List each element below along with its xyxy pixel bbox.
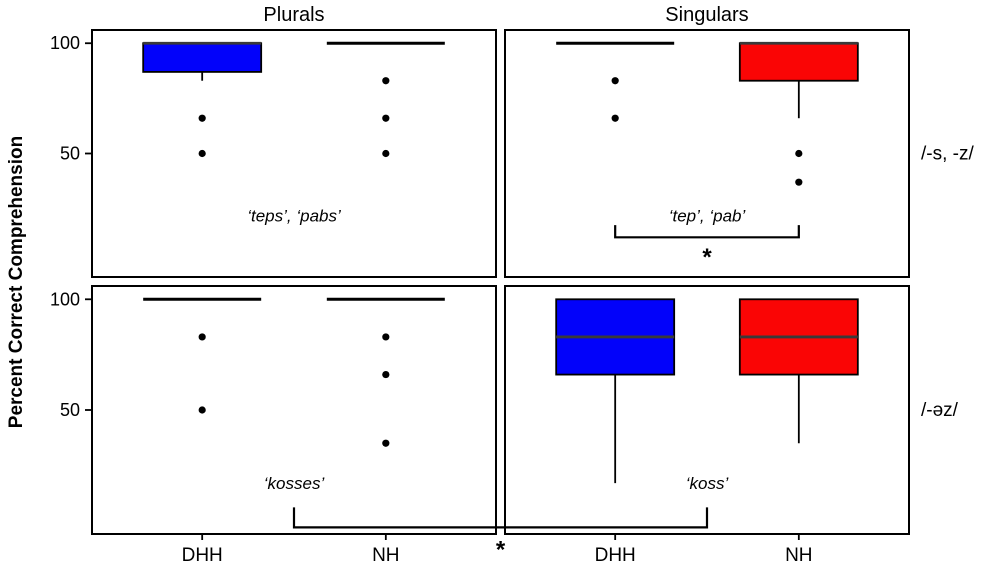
y-tick-label: 50	[60, 400, 80, 420]
x-tick-label: DHH	[182, 545, 223, 566]
facet-col-label: Plurals	[263, 4, 324, 26]
y-tick-label: 100	[50, 33, 80, 53]
x-tick-label: DHH	[595, 545, 636, 566]
outlier-point	[198, 149, 206, 158]
x-tick-label: NH	[785, 545, 812, 566]
y-axis-title: Percent Correct Comprehension	[6, 136, 27, 428]
annotation-label: ‘koss’	[686, 474, 729, 493]
significance-bracket	[614, 225, 800, 239]
outlier-point	[611, 114, 619, 122]
outlier-point	[795, 178, 803, 186]
annotation-label: ‘tep’, ‘pab’	[669, 206, 746, 225]
outlier-point	[382, 149, 390, 158]
facet-col-label: Singulars	[665, 4, 748, 26]
outlier-point	[795, 149, 803, 158]
y-tick-label: 50	[60, 144, 80, 164]
significance-bracket	[292, 507, 709, 529]
annotation-label: ‘kosses’	[264, 474, 325, 493]
outlier-point	[611, 77, 619, 85]
outlier-point	[382, 77, 390, 85]
outlier-point	[198, 333, 206, 341]
facet-row-label: /-əz/	[921, 400, 959, 421]
outlier-point	[382, 439, 390, 447]
significance-asterisk: *	[702, 244, 712, 271]
box-dhh	[142, 42, 263, 73]
x-tick-label: NH	[372, 545, 399, 566]
box-nh	[738, 42, 859, 82]
outlier-point	[382, 370, 390, 379]
outlier-point	[382, 333, 390, 341]
facet-panel	[91, 285, 497, 535]
outlier-point	[382, 114, 390, 122]
y-tick-label: 100	[50, 289, 80, 309]
outlier-point	[198, 406, 206, 414]
annotation-label: ‘teps’, ‘pabs’	[247, 206, 341, 225]
significance-asterisk: *	[496, 537, 506, 564]
facet-row-label: /-s, -z/	[921, 144, 974, 165]
outlier-point	[198, 114, 206, 122]
